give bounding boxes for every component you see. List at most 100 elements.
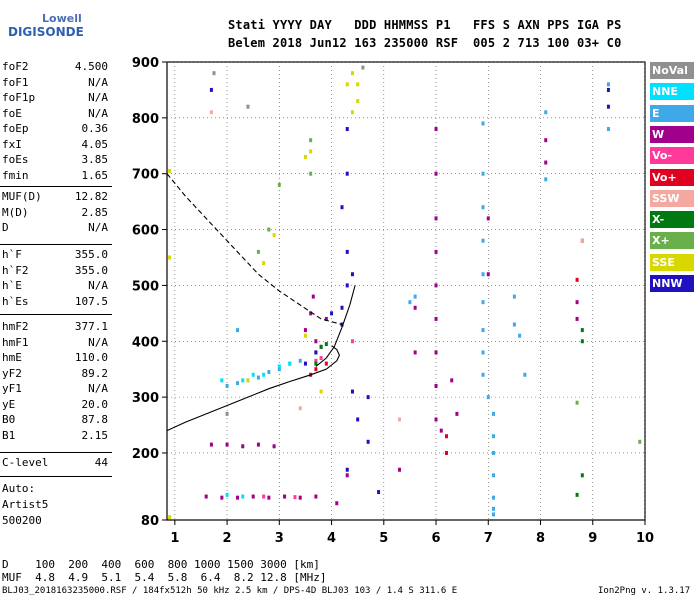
separator-line [0, 186, 112, 187]
plot-frame [166, 61, 646, 521]
muf-row: MUF 4.8 4.9 5.1 5.4 5.8 6.4 8.2 12.8 [MH… [2, 571, 327, 584]
data-point [606, 82, 610, 87]
data-point [298, 358, 302, 363]
param-name: foEs [2, 153, 29, 166]
data-point [272, 444, 276, 449]
y-tick-label: 800 [132, 112, 159, 127]
data-point [236, 381, 240, 386]
legend-item-vo-: Vo- [650, 147, 694, 165]
param-name: B1 [2, 428, 16, 442]
data-point [256, 375, 260, 380]
data-point [486, 216, 490, 221]
y-tick-label: 600 [132, 224, 159, 239]
data-point [492, 411, 496, 416]
data-point [455, 411, 459, 416]
param-row: h`F 355.0 [2, 248, 108, 262]
data-point [413, 305, 417, 310]
y-tick-label: 200 [132, 447, 159, 462]
data-point [303, 154, 307, 159]
data-point [225, 383, 229, 388]
param-value: 110.0 [74, 351, 108, 364]
data-point [606, 104, 610, 109]
logo-line2: DIGISONDE [8, 25, 84, 39]
data-point [434, 417, 438, 422]
param-value: 355.0 [74, 248, 108, 261]
header-values: Belem 2018 Jun12 163 235000 RSF 005 2 71… [228, 36, 622, 50]
data-point [209, 110, 213, 115]
param-name: MUF(D) [2, 190, 42, 203]
profile-curve [315, 285, 356, 367]
data-point [314, 367, 318, 372]
legend-item-nne: NNE [650, 83, 694, 101]
param-name: C-level [2, 456, 49, 469]
auto-label: Auto: [2, 482, 36, 495]
data-point [481, 272, 485, 277]
data-point [204, 494, 208, 499]
data-point [356, 417, 360, 422]
param-name: foF2 [2, 60, 29, 73]
data-point [314, 350, 318, 355]
data-point [324, 361, 328, 366]
param-name: hmF1 [2, 335, 29, 349]
param-name: yE [2, 397, 16, 411]
data-point [356, 99, 360, 104]
data-point [397, 417, 401, 422]
data-point [340, 305, 344, 310]
param-name: foF1 [2, 75, 29, 89]
x-tick-label: 6 [432, 531, 441, 546]
param-name: foE [2, 106, 22, 120]
data-point [481, 121, 485, 126]
data-point [277, 364, 281, 369]
param-value: 107.5 [74, 294, 108, 308]
data-point [303, 361, 307, 366]
x-tick-label: 5 [379, 531, 388, 546]
data-point [486, 272, 490, 277]
data-point [518, 333, 522, 338]
param-name: hmE [2, 351, 22, 364]
separator-line [0, 476, 112, 477]
header-labels: Stati YYYY DAY DDD HHMMSS P1 FFS S AXN P… [228, 18, 622, 32]
legend-item-e: E [650, 104, 694, 122]
data-point [638, 439, 642, 444]
data-point [345, 473, 349, 478]
data-point [606, 127, 610, 132]
data-point [350, 110, 354, 115]
data-point [267, 495, 271, 500]
param-name: hmF2 [2, 320, 29, 333]
param-value: N/A [88, 382, 108, 395]
data-point [340, 205, 344, 210]
param-value: N/A [88, 221, 108, 234]
data-point [168, 255, 172, 260]
data-point [492, 495, 496, 500]
data-point [575, 277, 579, 282]
param-row: B0 87.8 [2, 413, 108, 427]
param-row: foEp 0.36 [2, 122, 108, 136]
data-point [340, 322, 344, 327]
param-value: N/A [88, 106, 108, 120]
param-value: 377.1 [74, 320, 108, 333]
version-code: 500200 [2, 514, 42, 527]
param-row: M(D) 2.85 [2, 206, 108, 220]
data-point [209, 442, 213, 447]
x-tick-label: 3 [275, 531, 284, 546]
data-point [397, 467, 401, 472]
data-point [314, 361, 318, 366]
param-row: yF2 89.2 [2, 367, 108, 381]
data-point [330, 311, 334, 316]
y-tick-label: 400 [132, 335, 159, 350]
data-point [444, 450, 448, 455]
data-point [544, 160, 548, 165]
x-tick-label: 1 [170, 531, 179, 546]
data-point [580, 473, 584, 478]
artist-label: Artist5 [2, 498, 49, 511]
separator-line [0, 314, 112, 315]
data-point [345, 249, 349, 254]
x-tick-label: 2 [223, 531, 232, 546]
x-tick-label: 4 [327, 531, 336, 546]
data-point [434, 216, 438, 221]
param-row: fxI 4.05 [2, 138, 108, 152]
data-point [434, 249, 438, 254]
data-point [512, 322, 516, 327]
data-point [298, 406, 302, 411]
param-row: yF1 N/A [2, 382, 108, 396]
